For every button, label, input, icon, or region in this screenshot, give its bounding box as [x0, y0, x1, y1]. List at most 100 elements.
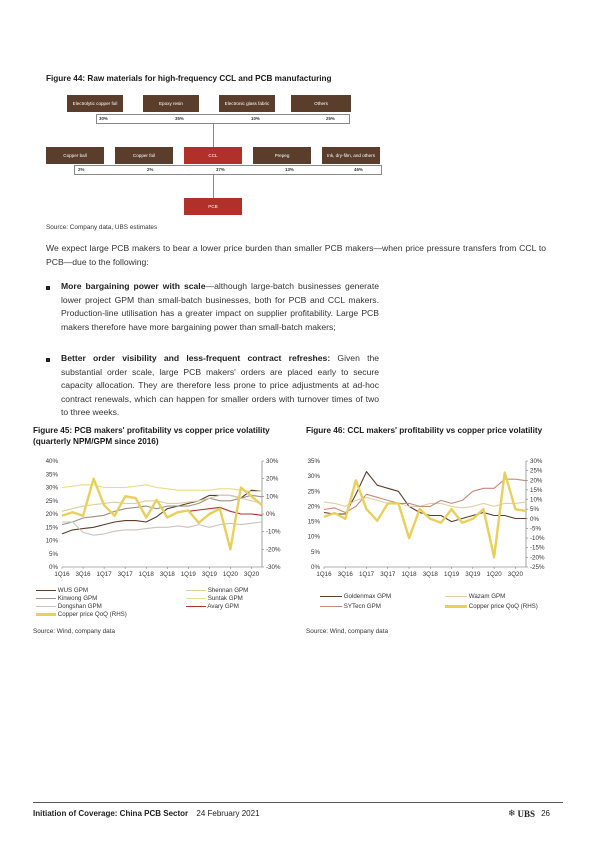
legend-item-dongshan: Dongshan GPM [36, 603, 102, 610]
row1-percent-strip [96, 114, 350, 124]
legend-item-sytecn: SYTecn GPM [320, 603, 381, 610]
pct-copper-ball: 2% [78, 167, 84, 172]
legend-label: WUS GPM [58, 587, 88, 594]
y2-tick-label: 20% [530, 477, 543, 484]
pct-copper-foil: 30% [99, 116, 108, 121]
figure-44-title: Figure 44: Raw materials for high-freque… [46, 73, 546, 84]
y2-tick-label: -25% [530, 564, 545, 571]
y-tick-label: 35% [46, 471, 59, 478]
y2-tick-label: 25% [530, 468, 543, 475]
connector-line [213, 123, 214, 147]
x-tick-label: 3Q18 [160, 571, 176, 578]
y2-tick-label: -15% [530, 545, 545, 552]
pct-ccl: 37% [216, 167, 225, 172]
y-tick-label: 30% [308, 473, 321, 480]
pct-ink: 46% [354, 167, 363, 172]
y-tick-label: 0% [311, 564, 320, 571]
legend-item-kinwong: Kinwong GPM [36, 595, 97, 602]
figure-45-source: Source: Wind, company data [33, 628, 115, 635]
legend-label: Kinwong GPM [58, 595, 98, 602]
y2-tick-label: -20% [530, 554, 545, 561]
box-ink-dry-film: Ink, dry-film, and others [322, 147, 380, 164]
y2-tick-label: -5% [530, 525, 542, 532]
chart-ccl-makers: 0% 5% 10% 15% 20% 25% 30% 35% -25% -20% -15% -10% -5… [304, 452, 566, 582]
y2-tick-label: 10% [530, 497, 543, 504]
footer-right: ❄ UBS 26 [508, 808, 550, 819]
x-tick-label: 3Q18 [423, 571, 439, 578]
legend-label: Copper price QoQ (RHS) [469, 603, 538, 610]
legend-item-copper: Copper price QoQ (RHS) [36, 611, 127, 618]
x-tick-label: 1Q20 [487, 571, 503, 578]
x-tick-label: 1Q16 [54, 571, 70, 578]
legend-label: Copper price QoQ (RHS) [58, 611, 127, 618]
pct-epoxy: 35% [175, 116, 184, 121]
legend-label: SYTecn GPM [344, 603, 381, 610]
bullet-1: More bargaining power with scale—althoug… [61, 280, 379, 334]
box-others: Others [291, 95, 351, 112]
y-tick-label: 25% [308, 488, 321, 495]
legend-item-suntak: Suntak GPM [186, 595, 243, 602]
legend-label: Avary GPM [207, 603, 239, 610]
y2-tick-label: 0% [530, 516, 539, 523]
footer-rule [33, 802, 563, 803]
pct-glass: 10% [251, 116, 260, 121]
row2-percent-strip [74, 165, 382, 175]
figure-45-title: Figure 45: PCB makers' profitability vs … [33, 425, 288, 447]
bullet-1-heading: More bargaining power with scale [61, 281, 205, 291]
y2-tick-label: -30% [266, 564, 281, 571]
x-tick-label: 1Q19 [181, 571, 197, 578]
y2-tick-label: -10% [530, 535, 545, 542]
raw-materials-diagram: Electrolytic copper foil Epoxy resin Ele… [46, 88, 546, 220]
y2-tick-label: 15% [530, 487, 543, 494]
bullet-2-heading: Better order visibility and less-frequen… [61, 353, 330, 363]
x-tick-label: 3Q20 [244, 571, 260, 578]
x-tick-label: 1Q18 [401, 571, 417, 578]
x-tick-label: 3Q16 [338, 571, 354, 578]
bullet-2: Better order visibility and less-frequen… [61, 352, 379, 420]
y-tick-label: 20% [308, 503, 321, 510]
legend-item-avary: Avary GPM [186, 603, 239, 610]
y-tick-label: 35% [308, 458, 321, 465]
y2-tick-label: 5% [530, 506, 539, 513]
x-tick-label: 3Q17 [118, 571, 134, 578]
x-tick-label: 1Q20 [223, 571, 239, 578]
box-pcb: PCB [184, 198, 242, 215]
x-tick-label: 1Q18 [139, 571, 155, 578]
ubs-keys-icon: ❄ [508, 808, 516, 819]
legend-item-wus: WUS GPM [36, 587, 88, 594]
y-tick-label: 30% [46, 485, 59, 492]
figure-44-source: Source: Company data, UBS estimates [46, 224, 157, 231]
box-electrolytic-copper-foil: Electrolytic copper foil [67, 95, 123, 112]
legend-item-wazam: Wazam GPM [445, 593, 505, 600]
box-copper-foil: Copper foil [115, 147, 173, 164]
intro-paragraph: We expect large PCB makers to bear a low… [46, 242, 546, 269]
y-tick-label: 25% [46, 498, 59, 505]
y2-tick-label: 30% [266, 458, 279, 465]
chart-pcb-makers: 0%5%10%15%20%25%30%35%40%-30%-20%-10%0%1… [30, 452, 296, 582]
box-prepeg: Prepeg [253, 147, 311, 164]
x-tick-label: 1Q17 [97, 571, 113, 578]
y-tick-label: 10% [308, 534, 321, 541]
x-tick-label: 3Q20 [508, 571, 524, 578]
box-ccl: CCL [184, 147, 242, 164]
y-tick-label: 5% [49, 551, 58, 558]
x-tick-label: 1Q17 [359, 571, 375, 578]
y2-tick-label: 0% [266, 511, 275, 518]
legend-label: Shennan GPM [208, 587, 249, 594]
footer-left: Initiation of Coverage: China PCB Sector… [33, 809, 260, 818]
legend-label: Wazam GPM [469, 593, 506, 600]
x-tick-label: 3Q19 [202, 571, 218, 578]
footer-date: 24 February 2021 [196, 809, 259, 818]
y2-tick-label: -10% [266, 529, 281, 536]
legend-label: Goldenmax GPM [344, 593, 391, 600]
box-electronic-glass-fabric: Electronic glass fabric [219, 95, 275, 112]
figure-46-source: Source: Wind, company data [306, 628, 388, 635]
x-tick-label: 1Q16 [316, 571, 332, 578]
legend-fig46: Goldenmax GPM Wazam GPM SYTecn GPM Coppe… [320, 593, 560, 613]
series-line-avary-gpm [188, 507, 262, 515]
page-number: 26 [541, 809, 550, 818]
y-tick-label: 15% [308, 519, 321, 526]
y2-tick-label: 10% [266, 493, 279, 500]
y2-tick-label: 20% [266, 476, 279, 483]
bullet-marker [46, 358, 50, 362]
